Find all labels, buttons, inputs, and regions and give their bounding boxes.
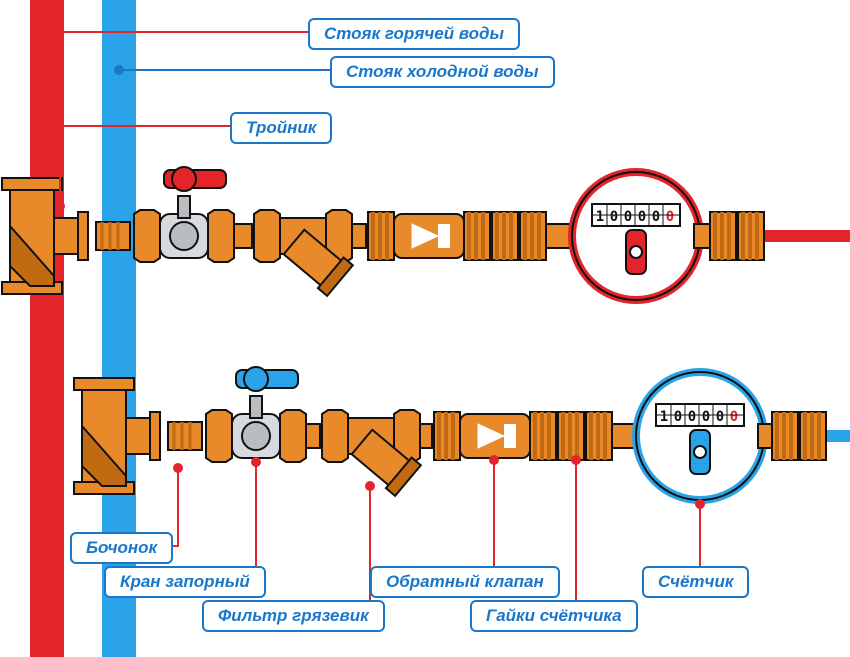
label-meter-nuts: Гайки счётчика: [470, 600, 638, 632]
svg-text:0: 0: [624, 209, 632, 225]
cold-line: 1 0 0 0 0 0: [74, 367, 850, 500]
label-tee: Тройник: [230, 112, 332, 144]
svg-text:1: 1: [660, 409, 668, 425]
svg-text:0: 0: [688, 409, 696, 425]
svg-text:0: 0: [716, 409, 724, 425]
meter-cold: 1 0 0 0 0 0: [636, 372, 764, 500]
label-barrel: Бочонок: [70, 532, 173, 564]
label-valve: Кран запорный: [104, 566, 266, 598]
svg-text:0: 0: [730, 409, 738, 425]
meter-hot: 1 0 0 0 0 0: [572, 172, 700, 300]
svg-text:0: 0: [666, 209, 674, 225]
label-meter: Счётчик: [642, 566, 749, 598]
label-filter: Фильтр грязевик: [202, 600, 385, 632]
svg-text:0: 0: [702, 409, 710, 425]
svg-text:0: 0: [638, 209, 646, 225]
label-check-valve: Обратный клапан: [370, 566, 560, 598]
svg-text:0: 0: [674, 409, 682, 425]
svg-text:0: 0: [610, 209, 618, 225]
svg-text:1: 1: [596, 209, 604, 225]
label-cold-riser: Стояк холодной воды: [330, 56, 555, 88]
riser-hot: [30, 0, 64, 657]
svg-text:0: 0: [652, 209, 660, 225]
label-hot-riser: Стояк горячей воды: [308, 18, 520, 50]
